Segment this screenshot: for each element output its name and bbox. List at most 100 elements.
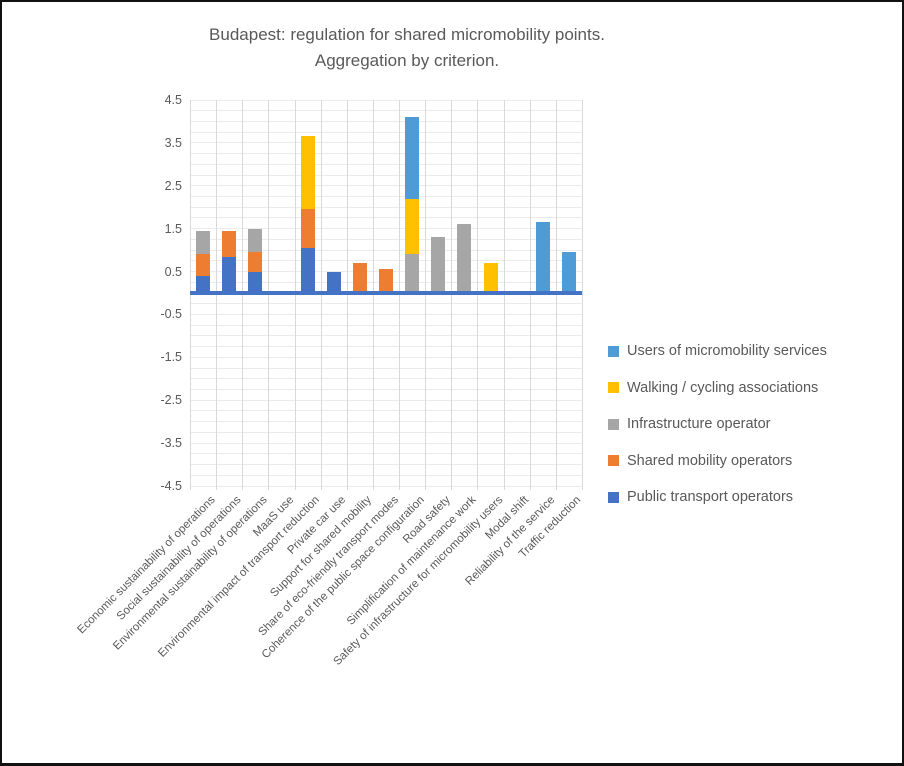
- bar-segment: [196, 254, 211, 276]
- legend-item: Users of micromobility services: [608, 341, 827, 361]
- x-axis-tick: [242, 486, 243, 490]
- gridline-horizontal: [190, 346, 582, 348]
- gridline-horizontal: [190, 367, 582, 369]
- y-axis-label: -2.5: [160, 393, 182, 408]
- bar-segment: [196, 230, 211, 255]
- gridline-horizontal: [190, 464, 582, 466]
- gridline-horizontal: [190, 431, 582, 433]
- zero-axis-line: [190, 291, 582, 295]
- legend-label: Infrastructure operator: [627, 416, 771, 433]
- x-axis-tick: [216, 486, 217, 490]
- y-axis-label: -0.5: [160, 307, 182, 322]
- gridline-horizontal: [190, 142, 582, 144]
- bar-segment: [300, 247, 315, 293]
- x-axis-tick: [556, 486, 557, 490]
- bar-segment: [561, 252, 576, 293]
- gridline-horizontal: [190, 399, 582, 401]
- legend-label: Shared mobility operators: [627, 452, 793, 469]
- gridline-horizontal: [190, 410, 582, 412]
- legend-item: Shared mobility operators: [608, 451, 792, 471]
- gridline-horizontal: [190, 228, 582, 230]
- y-axis-label: 3.5: [164, 135, 182, 150]
- bar-segment: [457, 224, 472, 293]
- y-axis-label: 2.5: [164, 178, 182, 193]
- gridline-horizontal: [190, 389, 582, 390]
- y-axis-label: -3.5: [160, 436, 182, 451]
- bar-segment: [352, 262, 367, 293]
- gridline-horizontal: [190, 485, 582, 487]
- x-axis-tick: [530, 486, 531, 490]
- gridline-horizontal: [190, 131, 582, 133]
- gridline-horizontal: [190, 196, 582, 197]
- x-axis-tick: [425, 486, 426, 490]
- legend-swatch-icon: [608, 455, 619, 467]
- gridline-horizontal: [190, 260, 582, 262]
- gridline-horizontal: [190, 356, 582, 358]
- legend-swatch-icon: [608, 345, 619, 357]
- legend-label: Public transport operators: [627, 489, 794, 506]
- gridline-horizontal: [190, 421, 582, 423]
- bar-segment: [379, 269, 393, 293]
- bar-segment: [248, 252, 263, 272]
- legend-swatch-icon: [608, 418, 619, 430]
- x-axis-tick: [504, 486, 505, 490]
- y-axis-label: 1.5: [164, 221, 182, 236]
- bar-segment: [222, 230, 237, 257]
- gridline-horizontal: [190, 238, 582, 240]
- bar-segment: [405, 198, 420, 255]
- bar-segment: [300, 209, 315, 248]
- x-axis-tick: [268, 486, 269, 490]
- x-axis-tick: [477, 486, 478, 490]
- gridline-horizontal: [190, 249, 582, 251]
- x-axis-tick: [582, 486, 583, 490]
- gridline-horizontal: [190, 206, 582, 208]
- bar-segment: [483, 262, 498, 293]
- bar-segment: [196, 275, 211, 293]
- legend-item: Walking / cycling associations: [608, 378, 818, 398]
- gridline-horizontal: [190, 110, 582, 112]
- y-axis-label: 4.5: [164, 93, 182, 107]
- bar-segment: [326, 271, 341, 293]
- legend-label: Walking / cycling associations: [627, 379, 819, 396]
- gridline-horizontal: [190, 442, 582, 444]
- bar-segment: [405, 254, 420, 293]
- x-axis-tick: [451, 486, 452, 490]
- gridline-horizontal: [190, 120, 582, 122]
- chart-title: Budapest: regulation for shared micromob…: [57, 22, 757, 74]
- gridline-horizontal: [190, 174, 582, 176]
- x-axis-tick: [295, 486, 296, 490]
- bar-segment: [222, 256, 237, 293]
- gridline-horizontal: [190, 453, 582, 455]
- chart-title-line2: Aggregation by criterion.: [314, 51, 500, 70]
- y-axis-label: 0.5: [164, 264, 182, 279]
- gridline-vertical: [582, 100, 583, 486]
- gridline-horizontal: [190, 324, 582, 326]
- gridline-horizontal: [190, 335, 582, 337]
- x-axis-label: Social sustainability of operations: [114, 494, 244, 623]
- x-axis-tick: [347, 486, 348, 490]
- bar-segment: [300, 136, 315, 210]
- chart-title-line1: Budapest: regulation for shared micromob…: [209, 25, 605, 44]
- legend-swatch-icon: [608, 491, 619, 503]
- bar-segment: [535, 222, 550, 293]
- bar-segment: [248, 271, 263, 293]
- legend-label: Users of micromobility services: [627, 343, 827, 359]
- gridline-horizontal: [190, 163, 582, 165]
- plot-area: [190, 99, 583, 490]
- x-axis-tick: [190, 486, 191, 490]
- bar-segment: [405, 117, 420, 199]
- gridline-horizontal: [190, 99, 582, 101]
- y-axis-label: -1.5: [160, 350, 182, 365]
- y-axis-label: -4.5: [160, 479, 182, 493]
- legend-item: Infrastructure operator: [608, 414, 770, 434]
- x-axis-tick: [399, 486, 400, 490]
- legend-swatch-icon: [608, 382, 619, 394]
- gridline-horizontal: [190, 153, 582, 155]
- gridline-horizontal: [190, 474, 582, 476]
- bar-segment: [431, 237, 446, 293]
- gridline-horizontal: [190, 313, 582, 315]
- gridline-horizontal: [190, 303, 582, 305]
- x-axis-tick: [373, 486, 374, 490]
- gridline-horizontal: [190, 378, 582, 380]
